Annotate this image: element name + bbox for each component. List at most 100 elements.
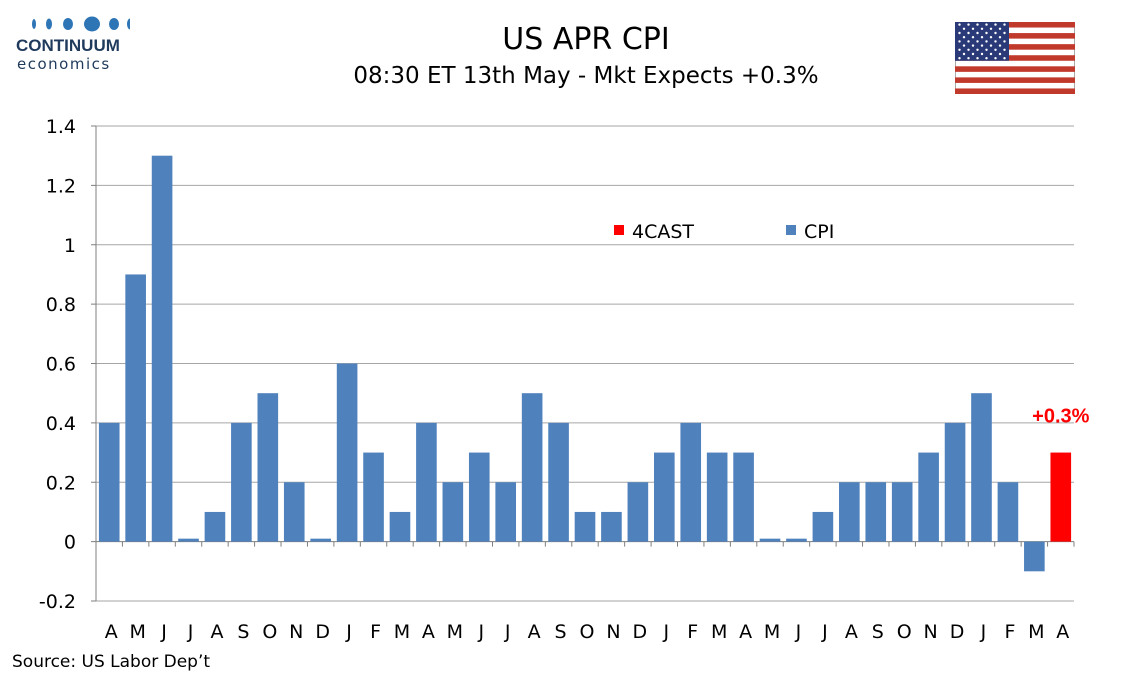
cpi-bar [971, 393, 992, 542]
cpi-bar [601, 511, 622, 542]
x-tick-label: A [210, 621, 223, 643]
legend: 4CAST CPI [614, 221, 834, 243]
x-tick-label: F [370, 621, 381, 643]
flag-star [980, 27, 984, 30]
x-tick-label: N [606, 621, 620, 643]
logo-name: CONTINUUM [16, 36, 120, 55]
flag-star [994, 48, 997, 51]
chart-title: US APR CPI [502, 22, 670, 57]
flag-star [998, 52, 1002, 56]
flag-star [971, 36, 975, 39]
bars [98, 155, 1072, 572]
flag-star [976, 57, 979, 60]
x-tick-label: J [795, 621, 802, 643]
y-tick-label: 1 [64, 235, 76, 257]
x-tick-label: J [821, 621, 828, 643]
legend-swatch-cpi [786, 225, 796, 235]
cpi-bar [125, 274, 146, 542]
cpi-bar [918, 452, 939, 542]
x-tick-label: A [1056, 621, 1069, 643]
flag-star [967, 23, 970, 26]
flag-star [985, 23, 988, 26]
x-tick-label: O [580, 621, 595, 643]
x-tick-label: F [687, 621, 698, 643]
legend-label-cpi: CPI [804, 221, 834, 243]
flag-star [958, 31, 961, 35]
flag-star [989, 36, 993, 39]
flag-star [1003, 40, 1006, 43]
x-tick-label: M [711, 621, 727, 643]
cpi-bar [257, 393, 279, 542]
cpi-bar [627, 482, 649, 542]
flag-star [967, 57, 970, 60]
x-tick-label: M [129, 621, 145, 643]
flag-star [958, 40, 961, 43]
cpi-bar [178, 538, 199, 542]
flag-star [962, 27, 966, 30]
x-tick-label: J [662, 621, 669, 643]
y-tick-label: 0 [64, 532, 76, 554]
flag-star [998, 36, 1002, 39]
cpi-bar [997, 482, 1019, 542]
cpi-bar [574, 511, 596, 542]
flag-star [1003, 31, 1006, 35]
flag-star [998, 44, 1002, 47]
cpi-bar [363, 452, 384, 542]
cpi-bar [548, 422, 569, 542]
cpi-bar [231, 422, 252, 542]
flag-star [1003, 48, 1006, 51]
flag-star [967, 31, 970, 35]
x-tick-label: A [528, 621, 541, 643]
y-tick-label: 0.2 [46, 472, 76, 494]
flag-star [971, 27, 975, 30]
legend-label-4cast: 4CAST [632, 221, 694, 243]
x-tick-label: A [422, 621, 435, 643]
cpi-bar [336, 363, 358, 542]
cpi-bar [680, 422, 702, 542]
x-tick-label: M [447, 621, 463, 643]
flag-star [971, 44, 975, 47]
y-tick-label: 1.4 [46, 116, 76, 138]
cpi-bar [759, 538, 781, 542]
flag-star [962, 44, 966, 47]
x-tick-label: D [950, 621, 965, 643]
cpi-bar [812, 511, 834, 542]
cpi-bar [786, 538, 807, 542]
us-flag-icon [955, 22, 1075, 94]
x-tick-label: F [1004, 621, 1015, 643]
x-tick-label: D [315, 621, 330, 643]
cpi-bar [733, 452, 754, 542]
x-tick-label: S [872, 621, 884, 643]
flag-star [989, 27, 993, 30]
flag-star [958, 57, 961, 60]
x-tick-label: M [394, 621, 410, 643]
cpi-bar [204, 511, 226, 542]
flag-star [989, 44, 993, 47]
forecast-annotation: +0.3% [1032, 406, 1089, 428]
cpi-bar [98, 422, 120, 542]
logo-subtitle: economics [17, 55, 111, 73]
x-tick-label: M [764, 621, 780, 643]
cpi-bar [283, 482, 305, 542]
flag-star [976, 40, 979, 43]
flag-star [994, 57, 997, 60]
logo-dots-icon [32, 16, 130, 32]
y-tick-label: 0.6 [46, 354, 76, 376]
x-tick-label: A [739, 621, 752, 643]
chart-subtitle: 08:30 ET 13th May - Mkt Expects +0.3% [353, 63, 819, 89]
legend-swatch-4cast [614, 225, 624, 235]
flag-star [1003, 23, 1006, 26]
cpi-bar [468, 452, 490, 542]
flag-star [994, 31, 997, 35]
x-tick-label: A [845, 621, 858, 643]
flag-star [994, 23, 997, 26]
y-tick-label: -0.2 [39, 591, 76, 613]
cpi-bar [442, 482, 464, 542]
flag-star [985, 48, 988, 51]
x-tick-label: S [555, 621, 567, 643]
cpi-bar [389, 511, 411, 542]
flag-star [980, 52, 984, 56]
flag-star [998, 27, 1002, 30]
